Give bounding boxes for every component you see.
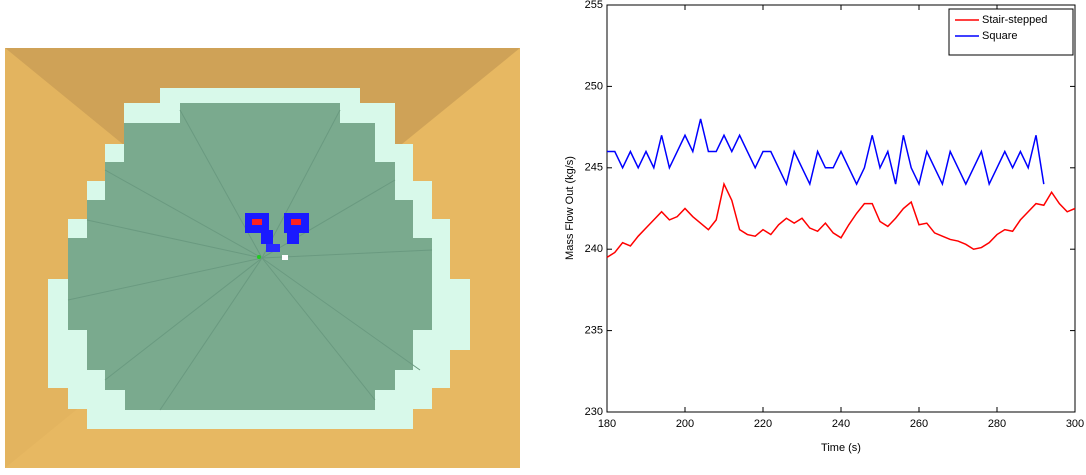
particle xyxy=(261,230,273,244)
legend: Stair-stepped Square xyxy=(949,9,1073,55)
figure: Time (s) Mass Flow Out (kg/s) 230 235 240 2… xyxy=(0,0,1086,470)
particle xyxy=(287,230,299,244)
page: Time (s) Mass Flow Out (kg/s) 230 235 240 2… xyxy=(0,0,1086,475)
outlet xyxy=(282,255,288,260)
particle xyxy=(266,244,280,252)
x-axis-label: Time (s) xyxy=(821,442,861,454)
x-tick-label: 260 xyxy=(910,418,928,430)
plot-area xyxy=(607,5,1075,412)
y-tick-label: 250 xyxy=(585,80,603,92)
marker xyxy=(257,255,261,259)
x-tick-label: 240 xyxy=(832,418,850,430)
y-tick-label: 255 xyxy=(585,0,603,11)
particle-core xyxy=(291,219,301,225)
x-tick-label: 200 xyxy=(676,418,694,430)
y-tick-label: 245 xyxy=(585,162,603,174)
y-tick-label: 230 xyxy=(585,406,603,418)
particle-core xyxy=(252,219,262,225)
x-tick-label: 180 xyxy=(598,418,616,430)
x-tick-label: 280 xyxy=(988,418,1006,430)
y-tick-label: 240 xyxy=(585,243,603,255)
x-tick-label: 220 xyxy=(754,418,772,430)
x-tick-label: 300 xyxy=(1066,418,1084,430)
simulation-view xyxy=(5,48,520,468)
y-axis-label: Mass Flow Out (kg/s) xyxy=(564,156,576,260)
legend-label: Stair-stepped xyxy=(982,14,1047,26)
legend-label: Square xyxy=(982,30,1017,42)
y-tick-label: 235 xyxy=(585,325,603,337)
